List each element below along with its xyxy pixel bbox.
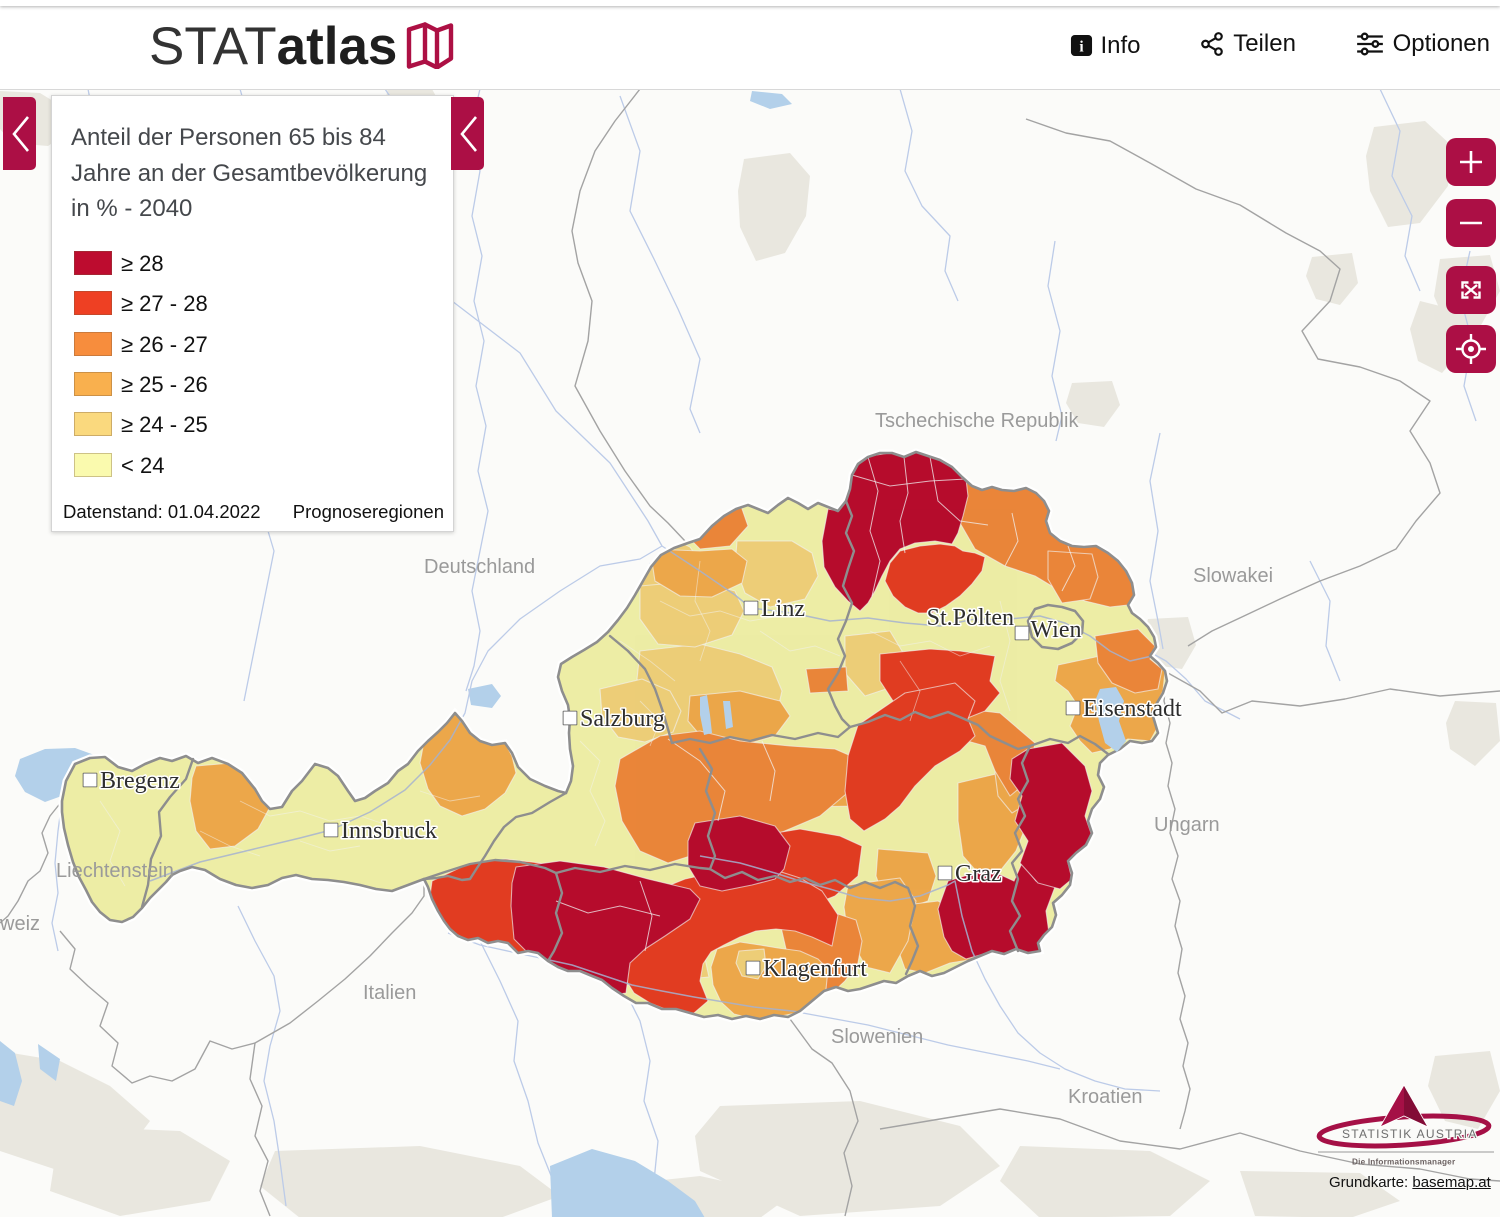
- svg-text:Innsbruck: Innsbruck: [341, 818, 437, 844]
- svg-text:Ungarn: Ungarn: [1154, 814, 1220, 836]
- svg-text:St.Pölten: St.Pölten: [927, 605, 1014, 631]
- svg-text:Bregenz: Bregenz: [100, 768, 180, 794]
- svg-text:Italien: Italien: [363, 982, 416, 1004]
- svg-text:Die Informationsmanager: Die Informationsmanager: [1352, 1158, 1456, 1167]
- svg-text:Linz: Linz: [761, 596, 805, 622]
- svg-text:Graz: Graz: [955, 861, 1002, 887]
- svg-text:Tschechische Republik: Tschechische Republik: [875, 410, 1079, 432]
- svg-text:i: i: [1079, 38, 1084, 55]
- svg-text:Wien: Wien: [1030, 617, 1081, 643]
- svg-text:Klagenfurt: Klagenfurt: [763, 956, 867, 982]
- svg-text:Salzburg: Salzburg: [580, 706, 665, 732]
- svg-text:Liechtenstein: Liechtenstein: [56, 860, 174, 882]
- svg-text:Slowakei: Slowakei: [1193, 565, 1273, 587]
- svg-text:Slowenien: Slowenien: [831, 1026, 923, 1048]
- svg-text:Eisenstadt: Eisenstadt: [1083, 696, 1182, 722]
- svg-text:weiz: weiz: [0, 913, 40, 935]
- svg-text:Kroatien: Kroatien: [1068, 1086, 1143, 1108]
- svg-text:STATISTIK AUSTRIA: STATISTIK AUSTRIA: [1342, 1127, 1478, 1141]
- svg-text:Deutschland: Deutschland: [424, 556, 535, 578]
